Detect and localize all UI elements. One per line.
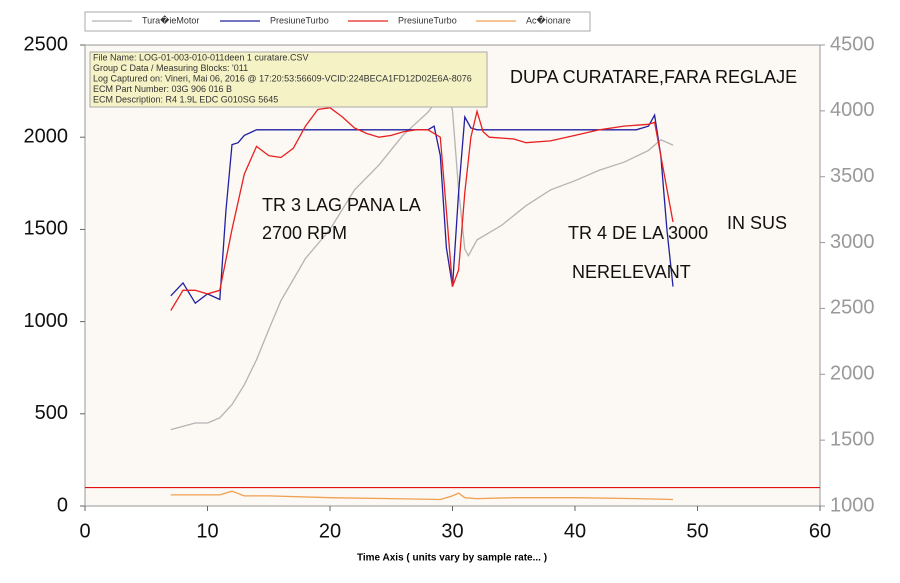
annotation: 2700 RPM (262, 223, 347, 243)
legend-label: Ac�ionare (526, 14, 571, 25)
x-tick-label: 40 (564, 520, 586, 542)
info-line: File Name: LOG-01-003-010-011deen 1 cura… (93, 52, 308, 62)
annotation: IN SUS (727, 213, 787, 233)
info-line: ECM Description: R4 1.9L EDC G010SG 5645 (93, 94, 278, 104)
series-line (170, 490, 674, 501)
plot-area (84, 44, 821, 507)
info-line: ECM Part Number: 03G 906 016 B (93, 84, 232, 94)
y2-tick-label: 4500 (830, 33, 875, 55)
y2-tick-label: 1000 (830, 494, 875, 516)
y2-tick-label: 3500 (830, 165, 875, 187)
x-tick-label: 50 (686, 520, 708, 542)
info-line: Log Captured on: Vineri, Mai 06, 2016 @ … (93, 73, 472, 83)
y-tick-label: 500 (35, 402, 68, 424)
y2-tick-label: 4000 (830, 99, 875, 121)
y-tick-label: 2000 (24, 125, 69, 147)
y-tick-label: 1500 (24, 218, 69, 240)
legend-label: PresiuneTurbo (270, 15, 329, 25)
y-tick-label: 2500 (24, 33, 69, 55)
info-line: Group C Data / Measuring Blocks: '011 (93, 63, 248, 73)
info-box (89, 51, 488, 108)
y-tick-label: 1000 (24, 310, 69, 332)
x-tick-label: 10 (196, 520, 218, 542)
annotation: DUPA CURATARE,FARA REGLAJE (510, 67, 797, 87)
y2-tick-label: 1500 (830, 428, 875, 450)
annotation: TR 3 LAG PANA LA (262, 195, 421, 215)
x-tick-label: 60 (809, 520, 831, 542)
y2-tick-label: 2500 (830, 297, 875, 319)
y2-tick-label: 2000 (830, 363, 875, 385)
legend-box (84, 11, 591, 32)
legend-label: Tura�ieMotor (142, 14, 199, 25)
x-tick-label: 20 (319, 520, 341, 542)
series-line (170, 113, 674, 305)
x-tick-label: 30 (441, 520, 463, 542)
y-tick-label: 0 (57, 494, 68, 516)
y2-tick-label: 3000 (830, 231, 875, 253)
x-tick-label: 0 (79, 520, 90, 542)
legend-label: PresiuneTurbo (398, 15, 457, 25)
annotation: TR 4 DE LA 3000 (568, 223, 708, 243)
x-axis-label: Time Axis ( units vary by sample rate...… (357, 553, 547, 564)
series-line (170, 107, 674, 311)
annotation: NERELEVANT (572, 262, 691, 282)
